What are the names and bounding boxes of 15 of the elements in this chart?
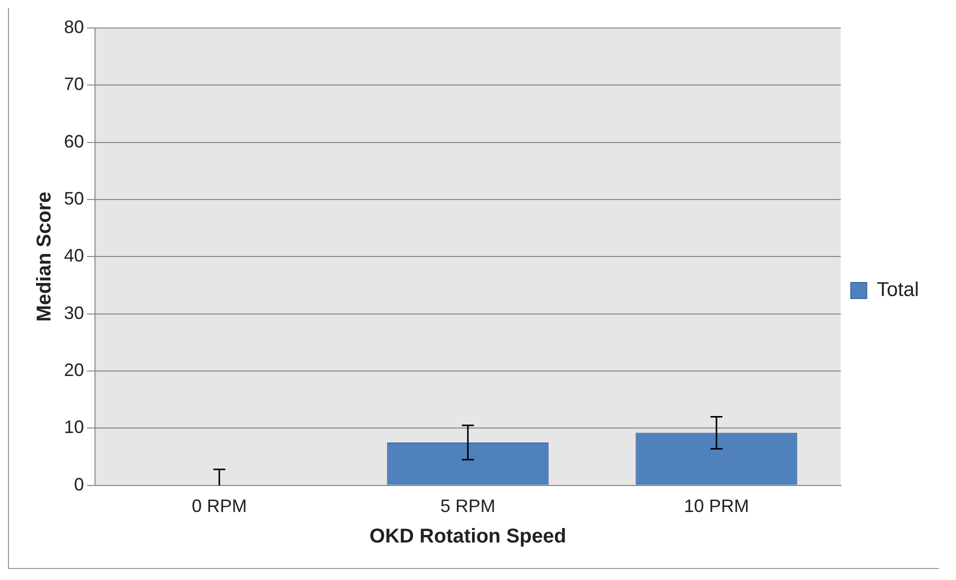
- y-tick-label: 10: [64, 417, 84, 438]
- x-tick-label: 10 PRM: [684, 496, 749, 516]
- x-axis-title: OKD Rotation Speed: [370, 526, 566, 548]
- y-tick-label: 0: [74, 474, 84, 494]
- x-tick-label: 0 RPM: [192, 496, 247, 516]
- y-tick-label: 20: [64, 360, 84, 380]
- y-axis-title: Median Score: [34, 192, 56, 322]
- y-tick-label: 60: [64, 131, 84, 152]
- y-tick-label: 50: [64, 188, 84, 208]
- y-tick-label: 80: [64, 16, 84, 37]
- legend-label: Total: [876, 279, 920, 302]
- y-tick-label: 30: [64, 302, 84, 323]
- y-tick-label: 70: [64, 74, 84, 94]
- x-tick-label: 5 RPM: [440, 496, 496, 516]
- y-tick-label: 40: [64, 246, 84, 266]
